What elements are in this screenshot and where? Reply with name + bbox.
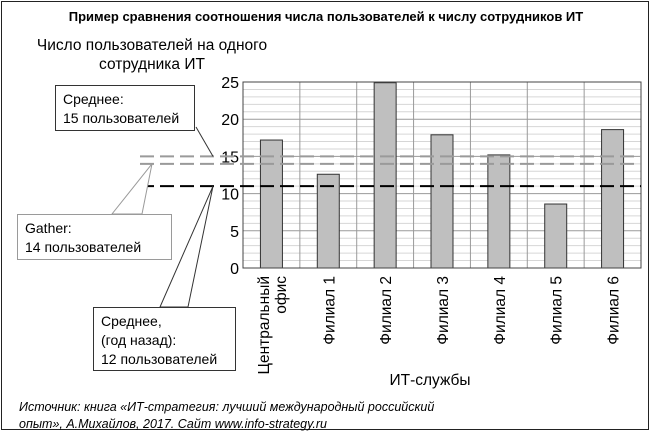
- previous-average-callout-line2: (год назад):: [101, 332, 177, 348]
- bar: [373, 82, 397, 269]
- chart-title: Пример сравнения соотношения числа польз…: [68, 9, 584, 24]
- y-tick-label: 5: [230, 224, 239, 241]
- gather-callout-pointer: [110, 163, 153, 215]
- average-callout: Среднее: 15 пользователей: [55, 85, 195, 131]
- average-callout-line1: Среднее:: [63, 91, 124, 107]
- bar: [259, 139, 283, 269]
- y-tick-label: 25: [221, 75, 239, 92]
- x-tick-label: офис: [273, 276, 290, 314]
- plot-border: [242, 81, 642, 269]
- source-line2: опыт», А.Михайлов, 2017. Сайт www.info-s…: [19, 417, 328, 431]
- bar: [430, 134, 454, 269]
- y-axis-label: Число пользователей на одного сотрудника…: [18, 36, 286, 74]
- y-tick-label: 10: [221, 187, 239, 204]
- y-axis-label-line2: сотрудника ИТ: [99, 56, 205, 73]
- y-tick-label: 15: [221, 149, 239, 166]
- previous-average-callout-line3: 12 пользователей: [101, 351, 218, 367]
- bar: [601, 129, 625, 269]
- y-tick-label: 0: [230, 261, 239, 278]
- x-tick-label: Центральный: [256, 276, 273, 374]
- bar: [487, 154, 511, 269]
- average-callout-line2: 15 пользователей: [63, 110, 180, 126]
- x-tick-label: Филиал 1: [321, 276, 338, 345]
- gather-callout-line1: Gather:: [25, 220, 72, 236]
- source-line1: Источник: книга «ИТ-стратегия: лучший ме…: [19, 400, 435, 414]
- y-axis-label-line1: Число пользователей на одного: [36, 37, 268, 54]
- y-tick-label: 20: [221, 112, 239, 129]
- x-tick-label: Филиал 5: [549, 276, 566, 345]
- bar: [544, 203, 568, 269]
- bar: [316, 173, 340, 269]
- x-tick-label: Филиал 3: [435, 276, 452, 345]
- previous-average-callout: Среднее, (год назад): 12 пользователей: [93, 307, 236, 371]
- gather-callout: Gather: 14 пользователей: [17, 214, 172, 260]
- x-tick-label: Филиал 4: [492, 276, 509, 345]
- gather-callout-line2: 14 пользователей: [25, 239, 142, 255]
- previous-average-callout-line1: Среднее,: [101, 313, 162, 329]
- x-axis-label: ИТ-службы: [389, 372, 471, 389]
- x-tick-label: Филиал 2: [378, 276, 395, 345]
- source-note: Источник: книга «ИТ-стратегия: лучший ме…: [19, 399, 619, 433]
- x-tick-label: Филиал 6: [606, 276, 623, 345]
- average-callout-pointer: [195, 126, 214, 157]
